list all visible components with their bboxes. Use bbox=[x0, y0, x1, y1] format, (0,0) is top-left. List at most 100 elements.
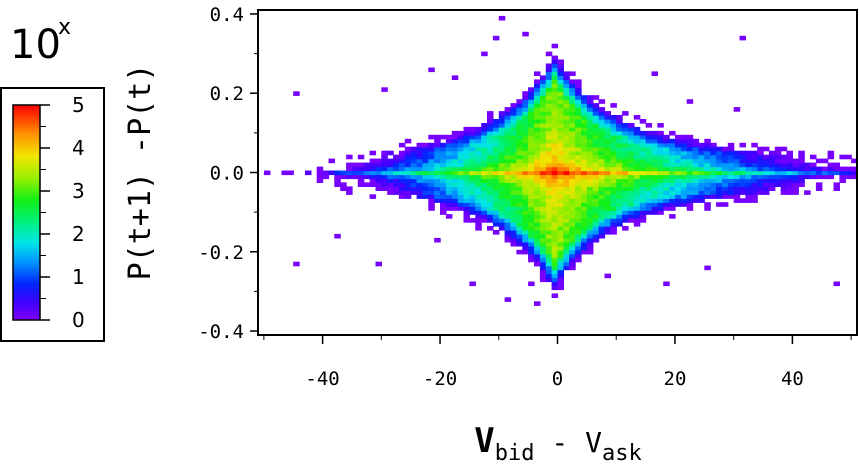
heatmap-cell bbox=[504, 119, 512, 124]
heatmap-cell bbox=[581, 233, 588, 239]
heatmap-cell bbox=[451, 182, 459, 187]
heatmap-cell bbox=[727, 170, 735, 176]
heatmap-cell bbox=[404, 146, 412, 152]
heatmap-cell bbox=[475, 226, 482, 231]
heatmap-cell bbox=[622, 130, 629, 136]
heatmap-cell bbox=[487, 111, 494, 116]
heatmap-cell bbox=[510, 226, 517, 231]
heatmap-cell bbox=[487, 166, 494, 172]
heatmap-cell bbox=[851, 166, 858, 172]
heatmap-outlier-cell bbox=[534, 261, 541, 267]
heatmap-cell bbox=[510, 237, 517, 243]
heatmap-cell bbox=[657, 138, 664, 144]
heatmap-cell bbox=[733, 194, 741, 199]
heatmap-cell bbox=[410, 182, 418, 187]
heatmap-cell bbox=[610, 230, 617, 235]
heatmap-cell bbox=[457, 178, 465, 183]
heatmap-cell bbox=[504, 158, 512, 164]
heatmap-cell bbox=[410, 146, 418, 152]
heatmap-cell bbox=[510, 182, 517, 187]
heatmap-cell bbox=[569, 190, 576, 195]
heatmap-cell bbox=[581, 146, 588, 152]
heatmap-cell bbox=[481, 210, 488, 215]
heatmap-cell bbox=[557, 241, 564, 247]
heatmap-cell bbox=[381, 182, 388, 187]
heatmap-cell bbox=[745, 194, 752, 199]
heatmap-cell bbox=[581, 138, 588, 144]
heatmap-cell bbox=[381, 170, 388, 176]
heatmap-cell bbox=[745, 166, 752, 172]
heatmap-outlier-cell bbox=[733, 107, 741, 112]
heatmap-cell bbox=[528, 87, 535, 92]
heatmap-cell bbox=[610, 138, 617, 144]
heatmap-cell bbox=[821, 170, 829, 176]
heatmap-cell bbox=[639, 210, 647, 215]
heatmap-cell bbox=[516, 154, 523, 160]
heatmap-cell bbox=[669, 162, 676, 168]
heatmap-cell bbox=[704, 166, 711, 172]
heatmap-cell bbox=[434, 170, 441, 176]
heatmap-cell bbox=[657, 202, 664, 207]
heatmap-cell bbox=[569, 186, 576, 191]
heatmap-cell bbox=[428, 194, 435, 199]
heatmap-cell bbox=[457, 186, 465, 191]
heatmap-cell bbox=[475, 158, 482, 164]
heatmap-cell bbox=[598, 194, 606, 199]
heatmap-cell bbox=[716, 154, 723, 160]
heatmap-cell bbox=[487, 190, 494, 195]
heatmap-cell bbox=[669, 206, 676, 211]
heatmap-cell bbox=[492, 126, 500, 132]
heatmap-cell bbox=[557, 79, 564, 84]
heatmap-cell bbox=[575, 210, 582, 215]
heatmap-cell bbox=[804, 166, 811, 172]
heatmap-cell bbox=[563, 154, 570, 160]
heatmap-cell bbox=[416, 174, 424, 180]
heatmap-cell bbox=[727, 142, 735, 148]
heatmap-cell bbox=[710, 142, 717, 148]
heatmap-cell bbox=[786, 162, 793, 168]
heatmap-cell bbox=[633, 202, 641, 207]
heatmap-cell bbox=[651, 182, 658, 187]
heatmap-cell bbox=[739, 190, 746, 195]
heatmap-cell bbox=[569, 126, 576, 132]
heatmap-cell bbox=[675, 146, 682, 152]
heatmap-cell bbox=[434, 138, 441, 144]
heatmap-cell bbox=[622, 214, 629, 219]
heatmap-cell bbox=[316, 178, 324, 183]
heatmap-cell bbox=[381, 166, 388, 172]
heatmap-cell bbox=[616, 178, 623, 183]
heatmap-cell bbox=[657, 123, 664, 128]
heatmap-cell bbox=[645, 170, 653, 176]
heatmap-cell bbox=[557, 142, 564, 148]
heatmap-cell bbox=[651, 158, 658, 164]
heatmap-cell bbox=[833, 162, 840, 168]
heatmap-cell bbox=[581, 130, 588, 136]
heatmap-cell bbox=[739, 150, 746, 156]
heatmap-cell bbox=[516, 210, 523, 215]
heatmap-cell bbox=[792, 182, 799, 187]
heatmap-cell bbox=[774, 170, 782, 176]
heatmap-cell bbox=[616, 194, 623, 199]
heatmap-cell bbox=[704, 190, 711, 195]
heatmap-cell bbox=[739, 186, 746, 191]
heatmap-cell bbox=[639, 218, 647, 223]
heatmap-cell bbox=[815, 170, 823, 176]
heatmap-cell bbox=[428, 198, 435, 203]
heatmap-cell bbox=[598, 111, 606, 116]
heatmap-cell bbox=[763, 182, 770, 187]
heatmap-cell bbox=[404, 150, 412, 156]
heatmap-cell bbox=[416, 170, 424, 176]
heatmap-cell bbox=[539, 178, 547, 183]
heatmap-cell bbox=[481, 134, 488, 140]
heatmap-cell bbox=[575, 111, 582, 116]
heatmap-cell bbox=[475, 174, 482, 180]
heatmap-cell bbox=[604, 230, 611, 235]
heatmap-cell bbox=[628, 198, 635, 203]
heatmap-cell bbox=[616, 174, 623, 180]
heatmap-cell bbox=[475, 154, 482, 160]
y-axis-label: P(t+1) -P(t) bbox=[123, 64, 158, 281]
heatmap-cell bbox=[592, 115, 600, 120]
heatmap-cell bbox=[581, 190, 588, 195]
heatmap-outlier-cell bbox=[686, 99, 694, 104]
heatmap-cell bbox=[528, 107, 535, 112]
